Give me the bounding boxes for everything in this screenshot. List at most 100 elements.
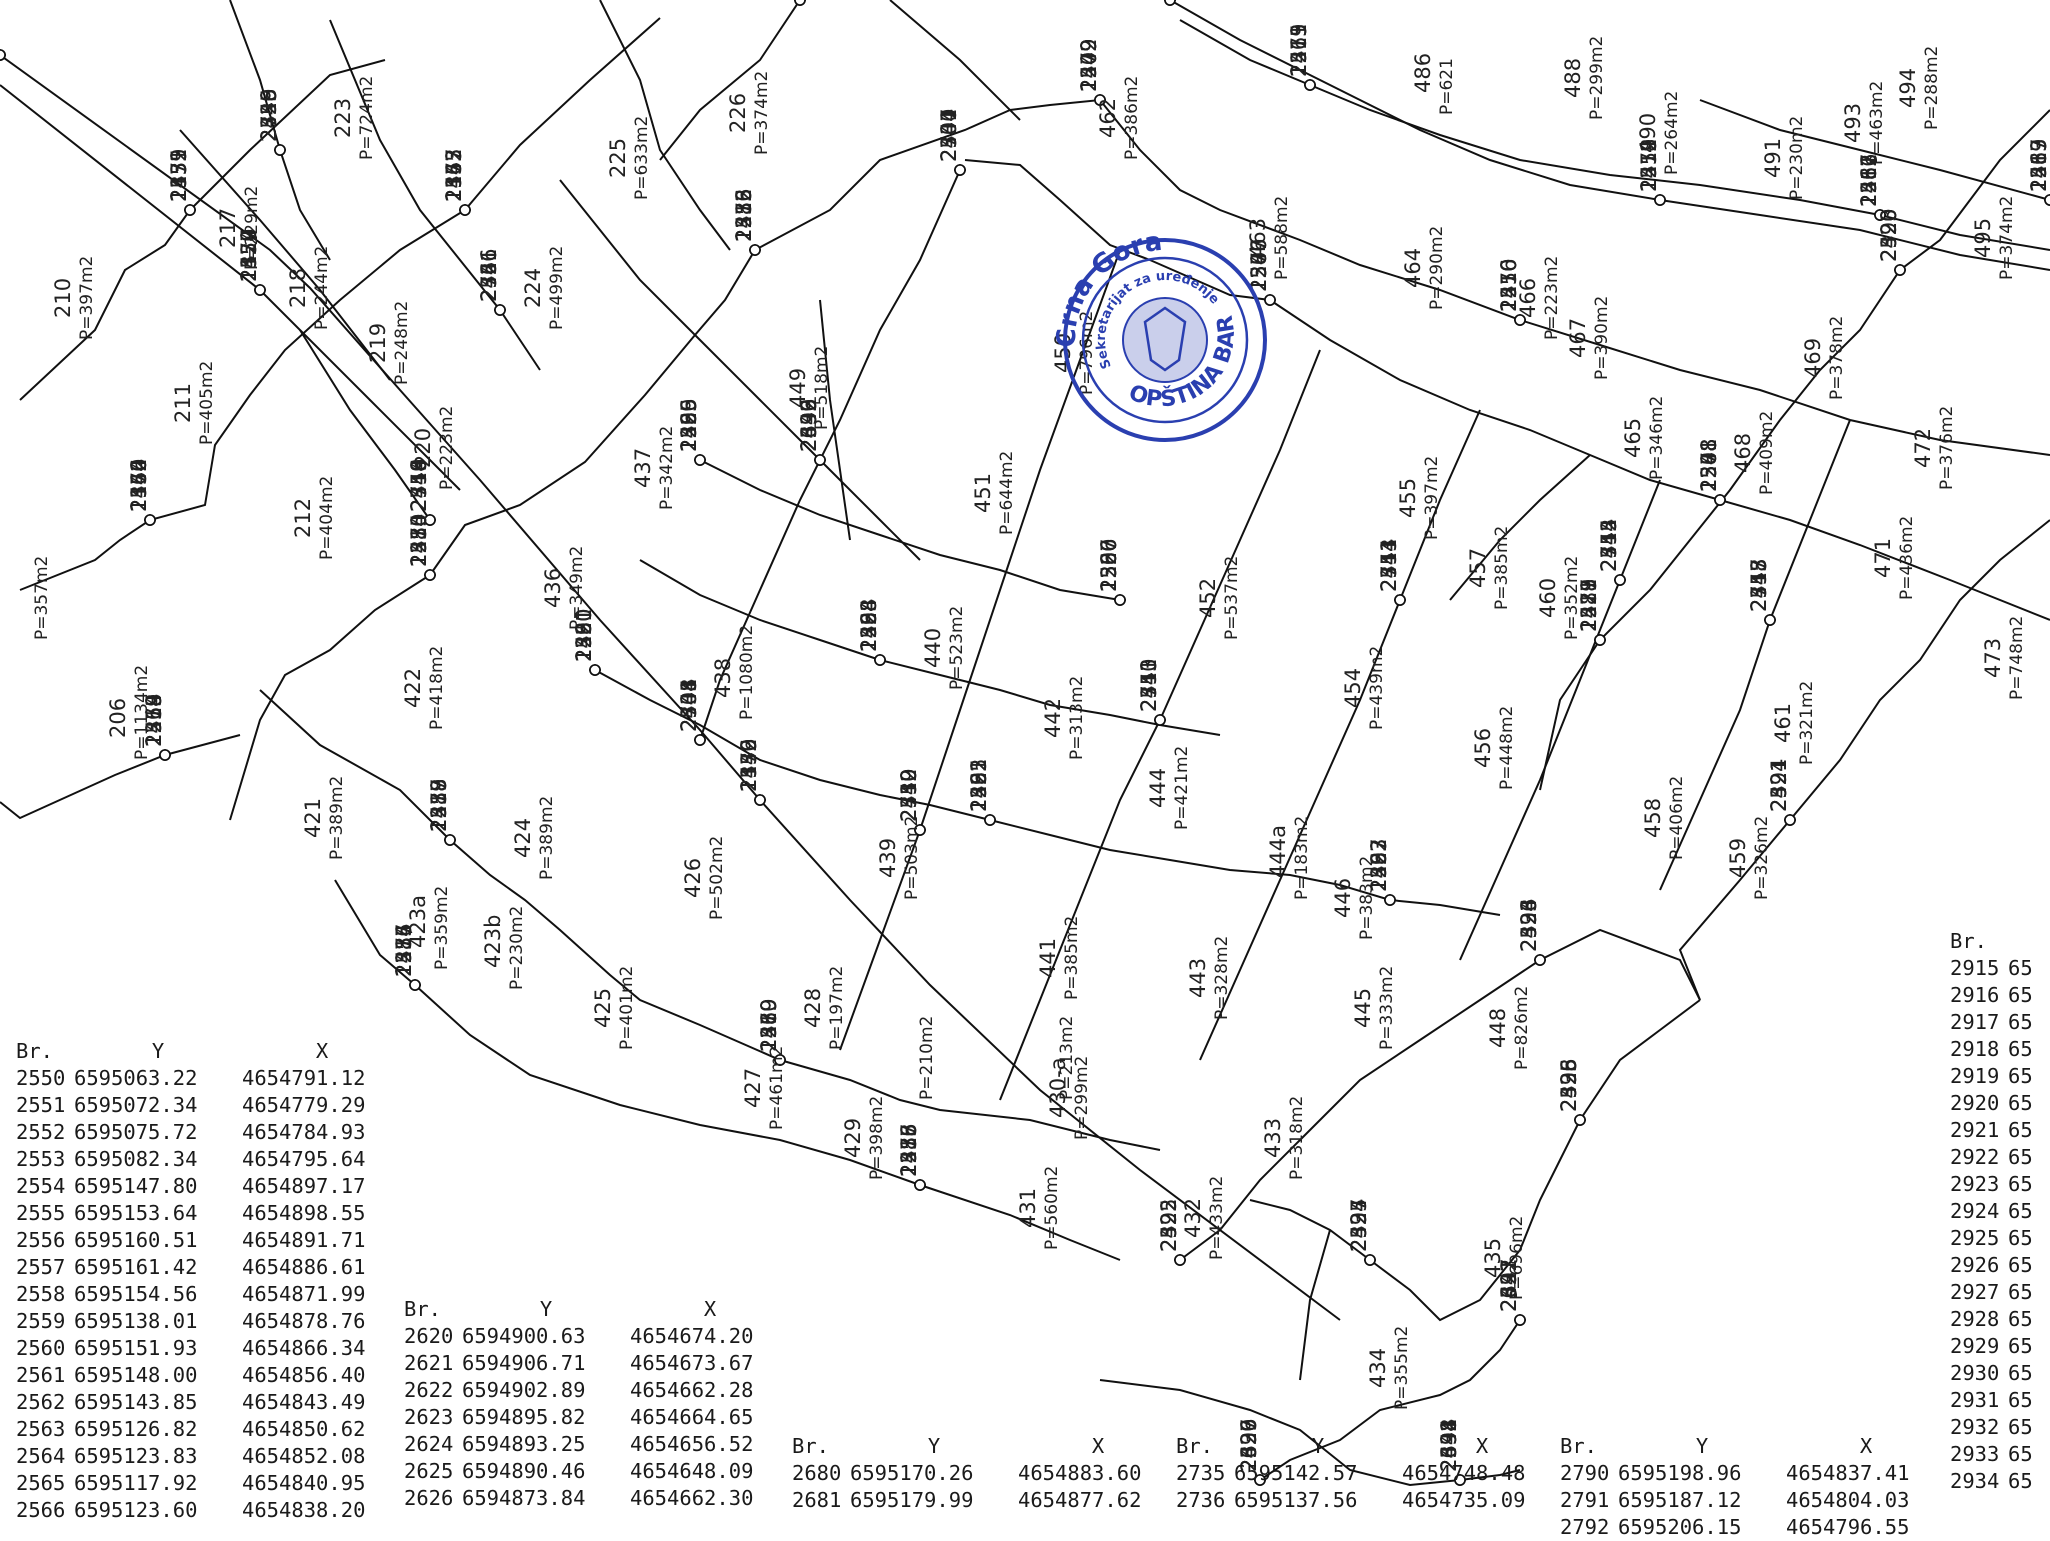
- parcel-label: 431 P=560m2: [1016, 1166, 1062, 1250]
- parcel-area: P=326m2: [1752, 816, 1772, 900]
- point-no: 2932: [1950, 1415, 2000, 1439]
- parcel-number: 432: [1181, 1198, 1205, 1238]
- coord-y: 6595082.34: [74, 1147, 198, 1171]
- survey-point-marker: [144, 514, 156, 526]
- point-no: 2558: [16, 1282, 66, 1306]
- parcel-label: 440 P=523m2: [921, 606, 967, 690]
- point-number: 2410: [1497, 259, 1521, 312]
- coord-x: 4654748.48: [1402, 1461, 1526, 1485]
- point-number: 2704: [677, 679, 701, 732]
- coord-y: 65: [2008, 1388, 2033, 1412]
- parcel-number: 439: [876, 838, 900, 878]
- header-y: Y: [539, 1297, 553, 1321]
- survey-point-marker: [1384, 894, 1396, 906]
- point-number: 1218: [427, 779, 451, 832]
- survey-point-marker: [274, 144, 286, 156]
- survey-point-marker: [1614, 574, 1626, 586]
- point-number: 2409: [1077, 39, 1101, 92]
- coord-x: 4654878.76: [242, 1309, 366, 1333]
- point-number: 2594: [1347, 1199, 1371, 1252]
- point-number: 2349: [257, 89, 281, 142]
- point-number: 2556: [732, 189, 756, 242]
- parcel-area: P=352m2: [1562, 556, 1582, 640]
- coord-y: 6594906.71: [462, 1351, 586, 1375]
- parcel-area: P=299m2: [1072, 1056, 1092, 1140]
- parcel-label: 469 P=378m2: [1801, 316, 1847, 400]
- parcel-number: 443: [1186, 958, 1210, 998]
- point-number: 1129: [237, 229, 261, 282]
- parcel-label: P=213m2: [1057, 1016, 1077, 1100]
- coord-y: 6595123.60: [74, 1498, 198, 1522]
- point-number: 2560: [757, 999, 781, 1052]
- coord-y: 6595142.57: [1234, 1461, 1358, 1485]
- point-number: 2450: [897, 769, 921, 822]
- boundary-line: [229, 109, 1011, 821]
- point-no: 2926: [1950, 1253, 2000, 1277]
- point-number: 2435: [1347, 1199, 1371, 1252]
- parcel-number: 431: [1016, 1188, 1040, 1228]
- point-number: 1222: [1367, 839, 1391, 892]
- parcel-area: P=210m2: [917, 1016, 937, 1100]
- coord-x: 4654662.28: [630, 1378, 754, 1402]
- parcel-label: 464 P=290m2: [1401, 226, 1447, 310]
- boundary-line: [19, 17, 661, 591]
- table-row: 2562 6595143.85 4654843.49: [16, 1389, 402, 1416]
- parcel-label: 461 P=321m2: [1771, 681, 1817, 765]
- point-no: 2916: [1950, 983, 2000, 1007]
- point-no: 2566: [16, 1498, 66, 1522]
- parcel-label: 223 P=724m2: [331, 76, 377, 160]
- point-number: 2539: [897, 769, 921, 822]
- point-number: 2698: [1437, 1419, 1461, 1472]
- boundary-line: [1539, 109, 2050, 791]
- parcel-label: 449 P=518m2: [786, 346, 832, 430]
- coord-x: 4654664.65: [630, 1405, 754, 1429]
- parcel-area: P=448m2: [1497, 706, 1517, 790]
- parcel-area: P=378m2: [1827, 316, 1847, 400]
- coord-y: 6594895.82: [462, 1405, 586, 1429]
- parcel-number: 427: [741, 1068, 765, 1108]
- point-number: 2545: [257, 89, 281, 142]
- point-number: 1248: [1697, 439, 1721, 492]
- point-number: 2372: [732, 189, 756, 242]
- parcel-label: 454 P=439m2: [1341, 646, 1387, 730]
- point-number: 2498: [857, 599, 881, 652]
- coord-y: 65: [2008, 1361, 2033, 1385]
- point-no: 2562: [16, 1390, 66, 1414]
- parcel-label: 458 P=406m2: [1641, 776, 1687, 860]
- point-number: 2588: [1577, 579, 1601, 632]
- parcel-label: 224 P=499m2: [521, 246, 567, 330]
- parcel-area: P=724m2: [357, 76, 377, 160]
- parcel-label: 473 P=748m2: [1981, 616, 2027, 700]
- parcel-area: P=404m2: [317, 476, 337, 560]
- parcel-number: 488: [1561, 58, 1585, 98]
- point-number: 2477: [442, 149, 466, 202]
- survey-point-marker: [914, 1179, 926, 1191]
- point-number: 2583: [2027, 139, 2050, 192]
- survey-point-marker: [1394, 594, 1406, 606]
- survey-point-marker: [184, 204, 196, 216]
- parcel-area: P=223m2: [1542, 256, 1562, 340]
- parcel-label: 210 P=397m2: [51, 256, 97, 340]
- point-no: 2921: [1950, 1118, 2000, 1142]
- point-no: 2925: [1950, 1226, 2000, 1250]
- point-number: 2347: [1747, 559, 1771, 612]
- point-number: 2388: [1697, 439, 1721, 492]
- parcel-number: 429: [841, 1118, 865, 1158]
- parcel-number: 219: [366, 323, 390, 363]
- point-number: 1142: [0, 0, 1, 47]
- point-number: 2525: [1157, 1199, 1181, 1252]
- parcel-label: 226 P=374m2: [726, 71, 772, 155]
- parcel-label: 422 P=418m2: [401, 646, 447, 730]
- point-number: 1262: [1857, 154, 1881, 207]
- header-y: Y: [927, 1434, 941, 1458]
- parcel-number: 459: [1726, 838, 1750, 878]
- boundary-line: [639, 559, 1221, 736]
- coord-y: 65: [2008, 1037, 2033, 1061]
- point-number: 2455: [1747, 559, 1771, 612]
- survey-point-marker: [1574, 1114, 1586, 1126]
- coord-y: 65: [2008, 983, 2033, 1007]
- parcel-number: 446: [1331, 878, 1355, 918]
- coord-x: 4654891.71: [242, 1228, 366, 1252]
- parcel-label: 491 P=230m2: [1761, 116, 1807, 200]
